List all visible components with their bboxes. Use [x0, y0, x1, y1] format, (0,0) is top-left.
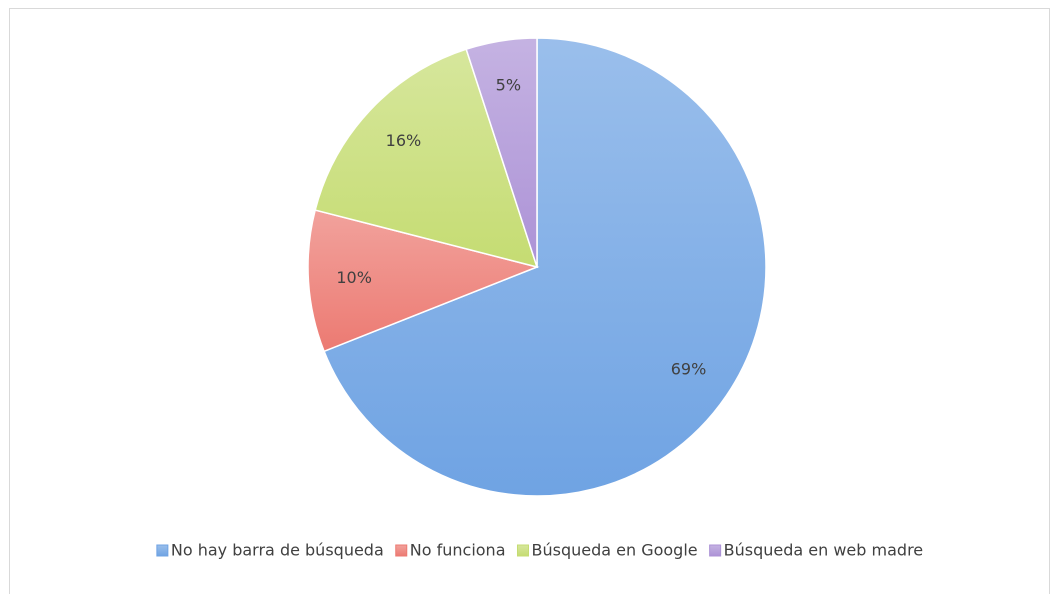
pie-slice [307, 209, 540, 353]
legend-label: Búsqueda en web madre [724, 541, 924, 560]
legend-swatch [156, 544, 169, 557]
legend-label: Búsqueda en Google [531, 541, 697, 560]
pie-slice [323, 37, 767, 497]
data-label: 10% [336, 268, 372, 287]
pie-slice [314, 48, 539, 269]
legend-label: No funciona [410, 541, 506, 560]
legend-label: No hay barra de búsqueda [171, 541, 384, 560]
legend-swatch [516, 544, 529, 557]
legend-swatch [395, 544, 408, 557]
pie-slice [465, 37, 538, 268]
data-label: 16% [386, 131, 422, 150]
data-label: 69% [671, 359, 707, 378]
data-label: 5% [496, 76, 521, 95]
legend: No hay barra de búsqueda No funciona Búsqu… [156, 541, 924, 560]
legend-swatch [709, 544, 722, 557]
